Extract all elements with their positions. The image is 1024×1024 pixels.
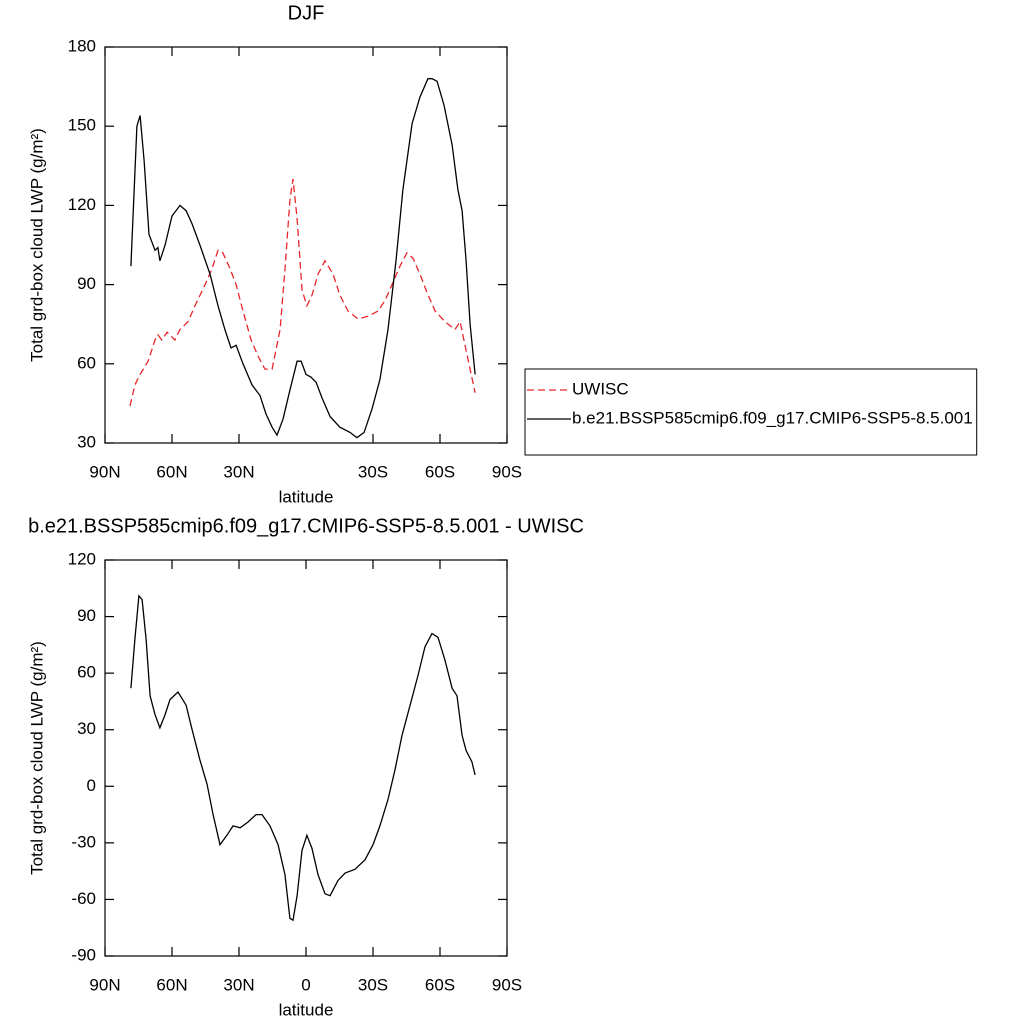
plot: b.e21.BSSP585cmip6.f09_g17.CMIP6-SSP5-8.… [27, 515, 583, 1019]
y-tick-label: -90 [71, 945, 96, 964]
series-line [129, 178, 476, 407]
y-tick-label: 30 [77, 719, 96, 738]
series-line [130, 78, 476, 439]
x-tick-label: 90S [492, 975, 522, 994]
plot-frame [104, 46, 508, 444]
x-axis-label: latitude [279, 1000, 334, 1019]
y-tick-label: 0 [87, 776, 96, 795]
y-tick-label: 150 [68, 116, 96, 135]
y-tick-label: -30 [71, 832, 96, 851]
x-tick-label: 90N [89, 975, 120, 994]
x-tick-label: 60N [156, 975, 187, 994]
legend-label: b.e21.BSSP585cmip6.f09_g17.CMIP6-SSP5-8.… [572, 408, 973, 427]
x-tick-label: 30S [358, 975, 388, 994]
x-tick-label: 60S [425, 975, 455, 994]
x-tick-label: 60S [425, 462, 455, 481]
legend-label: UWISC [572, 379, 629, 398]
x-tick-label: 0 [301, 975, 310, 994]
plot-frame [104, 559, 508, 957]
legend-box [524, 368, 978, 456]
y-tick-label: 120 [68, 195, 96, 214]
chart-title: b.e21.BSSP585cmip6.f09_g17.CMIP6-SSP5-8.… [28, 515, 584, 537]
y-axis-label: Total grd-box cloud LWP (g/m²) [27, 641, 46, 875]
y-axis-label: Total grd-box cloud LWP (g/m²) [27, 128, 46, 362]
y-tick-label: 120 [68, 549, 96, 568]
x-axis-label: latitude [279, 487, 334, 506]
y-tick-label: 180 [68, 36, 96, 55]
plot: DJF 90N 60N 30N 30S 60S 90S 30 60 90 120 150 180 lati… [27, 2, 978, 506]
y-tick-label: -60 [71, 889, 96, 908]
x-tick-label: 30S [358, 462, 388, 481]
chart-title: DJF [288, 2, 325, 24]
y-tick-label: 60 [77, 663, 96, 682]
x-tick-label: 30N [223, 975, 254, 994]
series-line [130, 594, 476, 922]
x-tick-label: 60N [156, 462, 187, 481]
y-tick-label: 60 [77, 353, 96, 372]
x-tick-label: 30N [223, 462, 254, 481]
y-tick-label: 30 [77, 432, 96, 451]
x-tick-label: 90S [492, 462, 522, 481]
x-tick-label: 90N [89, 462, 120, 481]
y-tick-label: 90 [77, 606, 96, 625]
y-tick-label: 90 [77, 274, 96, 293]
